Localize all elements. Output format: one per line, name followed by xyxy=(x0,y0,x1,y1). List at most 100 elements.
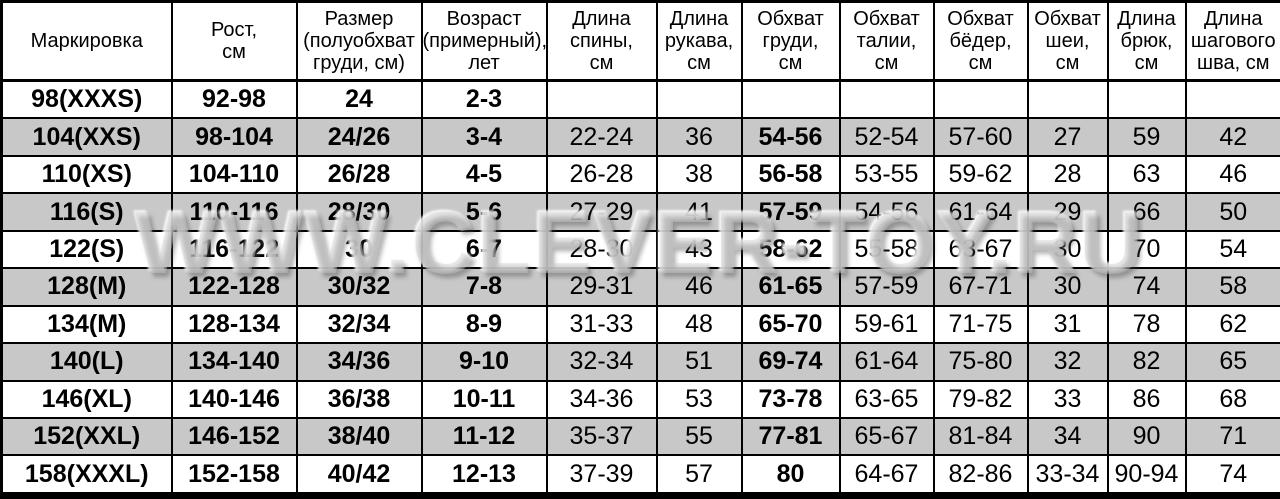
table-row: 134(M) 128-134 32/34 8-9 31-33 48 65-70 59-61 71… xyxy=(0,304,1280,345)
table-cell: 48 xyxy=(655,304,743,345)
table-cell: 30/32 xyxy=(295,267,423,307)
table-cell: 12-13 xyxy=(420,454,548,497)
table-cell: 32/34 xyxy=(295,304,423,345)
table-cell: 28/30 xyxy=(295,192,423,232)
table-cell: 58-62 xyxy=(740,229,841,270)
table-cell: 79-82 xyxy=(932,379,1029,419)
table-cell: 32-34 xyxy=(545,342,658,382)
table-cell: 140(L) xyxy=(0,342,173,382)
table-cell: 11-12 xyxy=(420,416,548,457)
table-cell: 37-39 xyxy=(545,454,658,497)
table-cell: 38 xyxy=(655,154,743,195)
table-cell: 52-54 xyxy=(838,117,935,157)
table-cell: 82 xyxy=(1106,342,1187,382)
table-cell: 53 xyxy=(655,379,743,419)
table-row: 152(XXL) 146-152 38/40 11-12 35-37 55 77-81 65-… xyxy=(0,416,1280,457)
table-cell xyxy=(932,79,1029,120)
table-cell xyxy=(1026,79,1109,120)
table-cell: 41 xyxy=(655,192,743,232)
column-header-5: Длина рукава, см xyxy=(655,0,743,82)
table-cell: 26-28 xyxy=(545,154,658,195)
table-cell: 146(XL) xyxy=(0,379,173,419)
table-cell: 54 xyxy=(1184,229,1280,270)
table-cell: 104-110 xyxy=(170,154,298,195)
table-cell: 24/26 xyxy=(295,117,423,157)
table-cell: 28 xyxy=(1026,154,1109,195)
table-row: 158(XXXL) 152-158 40/42 12-13 37-39 57 80 64-67… xyxy=(0,454,1280,497)
table-cell: 8-9 xyxy=(420,304,548,345)
column-header-0: Маркировка xyxy=(0,0,173,82)
table-cell: 65-67 xyxy=(838,416,935,457)
table-cell: 74 xyxy=(1106,267,1187,307)
table-cell: 146-152 xyxy=(170,416,298,457)
table-cell xyxy=(740,79,841,120)
table-cell: 36 xyxy=(655,117,743,157)
table-cell: 58 xyxy=(1184,267,1280,307)
table-cell: 59-62 xyxy=(932,154,1029,195)
table-row: 110(XS) 104-110 26/28 4-5 26-28 38 56-58 53-55 5… xyxy=(0,154,1280,195)
table-cell: 98(XXXS) xyxy=(0,79,173,120)
column-header-11: Длина шагового шва, см xyxy=(1184,0,1280,82)
column-header-3: Возраст (примерный), лет xyxy=(420,0,548,82)
table-cell: 34-36 xyxy=(545,379,658,419)
table-cell: 7-8 xyxy=(420,267,548,307)
column-header-6: Обхват груди, см xyxy=(740,0,841,82)
table-cell: 31-33 xyxy=(545,304,658,345)
table-cell: 33 xyxy=(1026,379,1109,419)
table-cell: 6-7 xyxy=(420,229,548,270)
table-row: 98(XXXS) 92-98 24 2-3 xyxy=(0,79,1280,120)
table-cell: 152(XXL) xyxy=(0,416,173,457)
table-cell: 26/28 xyxy=(295,154,423,195)
table-cell: 73-78 xyxy=(740,379,841,419)
table-cell: 30 xyxy=(1026,267,1109,307)
table-cell: 38/40 xyxy=(295,416,423,457)
table-cell: 54-56 xyxy=(838,192,935,232)
table-cell: 32 xyxy=(1026,342,1109,382)
table-cell: 63-67 xyxy=(932,229,1029,270)
table-cell: 67-71 xyxy=(932,267,1029,307)
table-cell: 35-37 xyxy=(545,416,658,457)
table-cell: 65 xyxy=(1184,342,1280,382)
table-cell: 134(M) xyxy=(0,304,173,345)
table-row: 128(M) 122-128 30/32 7-8 29-31 46 61-65 57-59 67… xyxy=(0,267,1280,307)
table-cell: 59-61 xyxy=(838,304,935,345)
table-cell: 59 xyxy=(1106,117,1187,157)
table-cell: 61-64 xyxy=(932,192,1029,232)
table-cell: 122(S) xyxy=(0,229,173,270)
table-row: 122(S) 116-122 30 6-7 28-30 43 58-62 55-58 63-67… xyxy=(0,229,1280,270)
table-cell: 70 xyxy=(1106,229,1187,270)
table-cell: 63-65 xyxy=(838,379,935,419)
table-cell: 110-116 xyxy=(170,192,298,232)
table-cell: 128-134 xyxy=(170,304,298,345)
table-cell: 77-81 xyxy=(740,416,841,457)
table-cell: 116-122 xyxy=(170,229,298,270)
table-cell: 80 xyxy=(740,454,841,497)
table-cell: 98-104 xyxy=(170,117,298,157)
table-cell: 3-4 xyxy=(420,117,548,157)
table-cell: 46 xyxy=(655,267,743,307)
table-cell: 92-98 xyxy=(170,79,298,120)
table-cell: 116(S) xyxy=(0,192,173,232)
table-cell: 27 xyxy=(1026,117,1109,157)
table-cell: 69-74 xyxy=(740,342,841,382)
table-cell: 22-24 xyxy=(545,117,658,157)
table-cell: 122-128 xyxy=(170,267,298,307)
table-row: 116(S) 110-116 28/30 5-6 27-29 41 57-59 54-56 61… xyxy=(0,192,1280,232)
table-cell: 28-30 xyxy=(545,229,658,270)
table-cell: 9-10 xyxy=(420,342,548,382)
table-cell: 128(M) xyxy=(0,267,173,307)
table-cell: 55 xyxy=(655,416,743,457)
table-cell xyxy=(655,79,743,120)
table-row: 140(L) 134-140 34/36 9-10 32-34 51 69-74 61-64 7… xyxy=(0,342,1280,382)
column-header-2: Размер (полуобхват груди, см) xyxy=(295,0,423,82)
table-row: 146(XL) 140-146 36/38 10-11 34-36 53 73-78 63-6… xyxy=(0,379,1280,419)
table-cell: 46 xyxy=(1184,154,1280,195)
column-header-7: Обхват талии, см xyxy=(838,0,935,82)
table-cell: 29 xyxy=(1026,192,1109,232)
table-cell: 152-158 xyxy=(170,454,298,497)
table-cell: 62 xyxy=(1184,304,1280,345)
table-cell: 43 xyxy=(655,229,743,270)
table-cell: 104(XXS) xyxy=(0,117,173,157)
table-cell: 54-56 xyxy=(740,117,841,157)
